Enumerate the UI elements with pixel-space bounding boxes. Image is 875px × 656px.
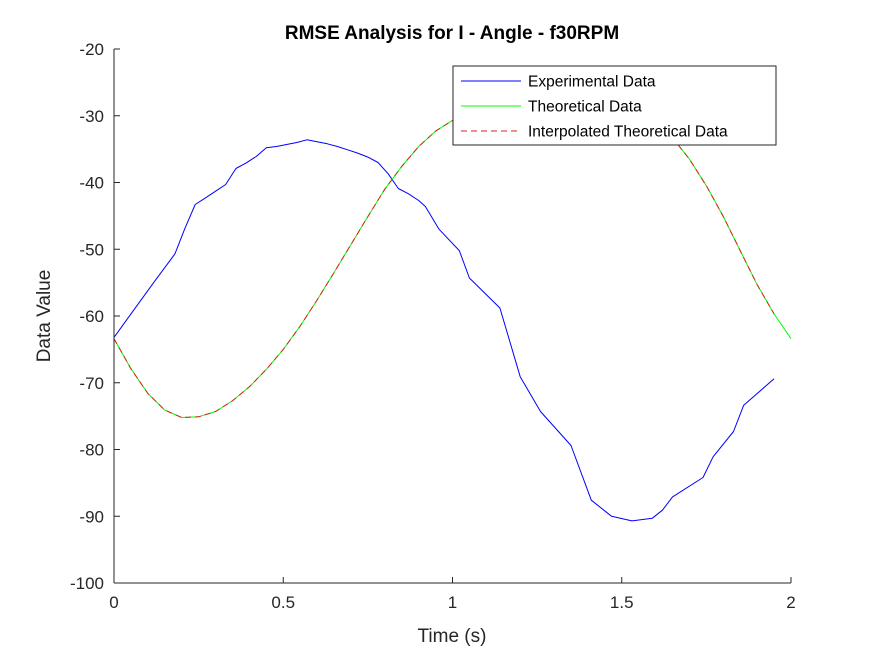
y-tick-label: -20 — [79, 40, 104, 59]
y-ticks: -100 -90 -80 -70 -60 -50 -40 -30 -20 — [70, 40, 120, 593]
legend-label-1: Theoretical Data — [528, 99, 642, 116]
x-axis-label: Time (s) — [418, 626, 487, 647]
y-tick-label: -40 — [79, 174, 104, 193]
y-tick-label: -30 — [79, 107, 104, 126]
x-tick-label: 2 — [786, 593, 795, 612]
y-axis-label: Data Value — [34, 270, 55, 363]
x-tick-label: 1.5 — [610, 593, 634, 612]
series-line-0 — [113, 139, 775, 522]
legend: Experimental Data Theoretical Data Interpo… — [452, 65, 777, 146]
legend-label-0: Experimental Data — [528, 74, 656, 91]
x-tick-label: 1 — [448, 593, 457, 612]
y-tick-label: -100 — [70, 574, 104, 593]
chart-title: RMSE Analysis for I - Angle - f30RPM — [285, 23, 619, 44]
y-tick-label: -90 — [79, 507, 104, 526]
y-tick-label: -60 — [79, 307, 104, 326]
x-tick-label: 0 — [109, 593, 118, 612]
y-tick-label: -50 — [79, 240, 104, 259]
y-tick-label: -70 — [79, 374, 104, 393]
series-line-2 — [113, 107, 775, 418]
legend-label-2: Interpolated Theoretical Data — [528, 124, 728, 141]
x-tick-label: 0.5 — [271, 593, 295, 612]
x-ticks: 0 0.5 1 1.5 2 — [109, 577, 796, 612]
y-tick-label: -80 — [79, 441, 104, 460]
